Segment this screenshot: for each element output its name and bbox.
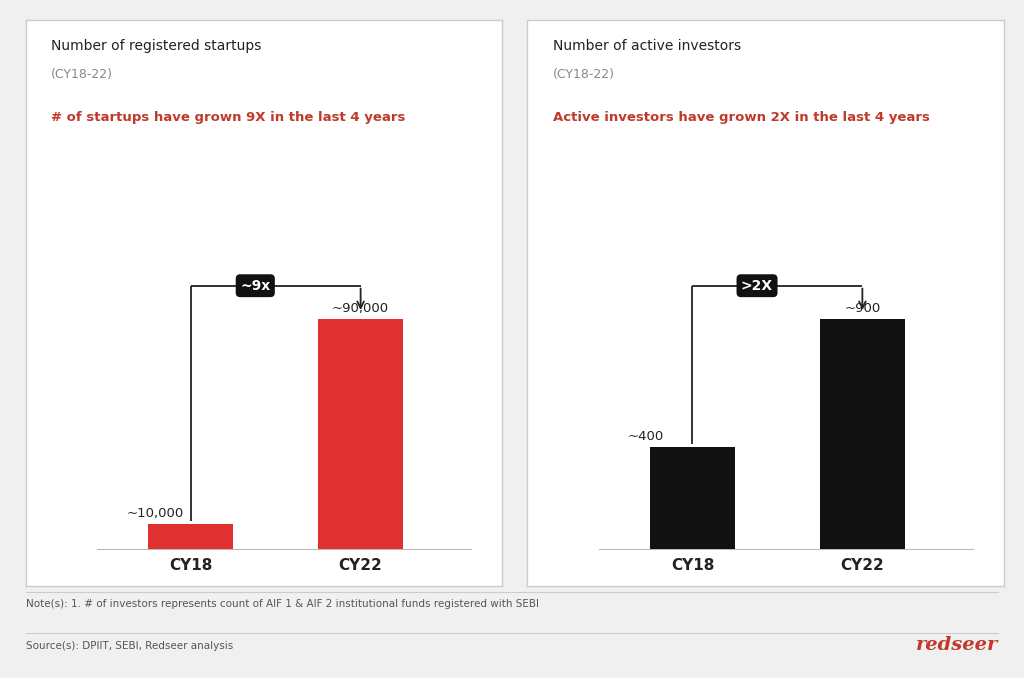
Text: ~900: ~900: [844, 302, 881, 315]
Text: (CY18-22): (CY18-22): [51, 68, 114, 81]
Text: Source(s): DPIIT, SEBI, Redseer analysis: Source(s): DPIIT, SEBI, Redseer analysis: [26, 641, 232, 651]
Text: (CY18-22): (CY18-22): [553, 68, 615, 81]
Text: ~400: ~400: [628, 430, 665, 443]
Text: >2X: >2X: [741, 279, 773, 293]
Bar: [318, 319, 403, 549]
Text: ~9x: ~9x: [241, 279, 270, 293]
Bar: [650, 447, 735, 549]
Text: Active investors have grown 2X in the last 4 years: Active investors have grown 2X in the la…: [553, 111, 930, 123]
Text: ~10,000: ~10,000: [126, 506, 183, 520]
Text: Number of active investors: Number of active investors: [553, 39, 741, 54]
Text: # of startups have grown 9X in the last 4 years: # of startups have grown 9X in the last …: [51, 111, 406, 123]
Bar: [148, 523, 233, 549]
Text: redseer: redseer: [916, 636, 998, 654]
Text: Number of registered startups: Number of registered startups: [51, 39, 261, 54]
Bar: [820, 319, 905, 549]
Text: ~90,000: ~90,000: [332, 302, 389, 315]
Text: Note(s): 1. # of investors represents count of AIF 1 & AIF 2 institutional funds: Note(s): 1. # of investors represents co…: [26, 599, 539, 609]
